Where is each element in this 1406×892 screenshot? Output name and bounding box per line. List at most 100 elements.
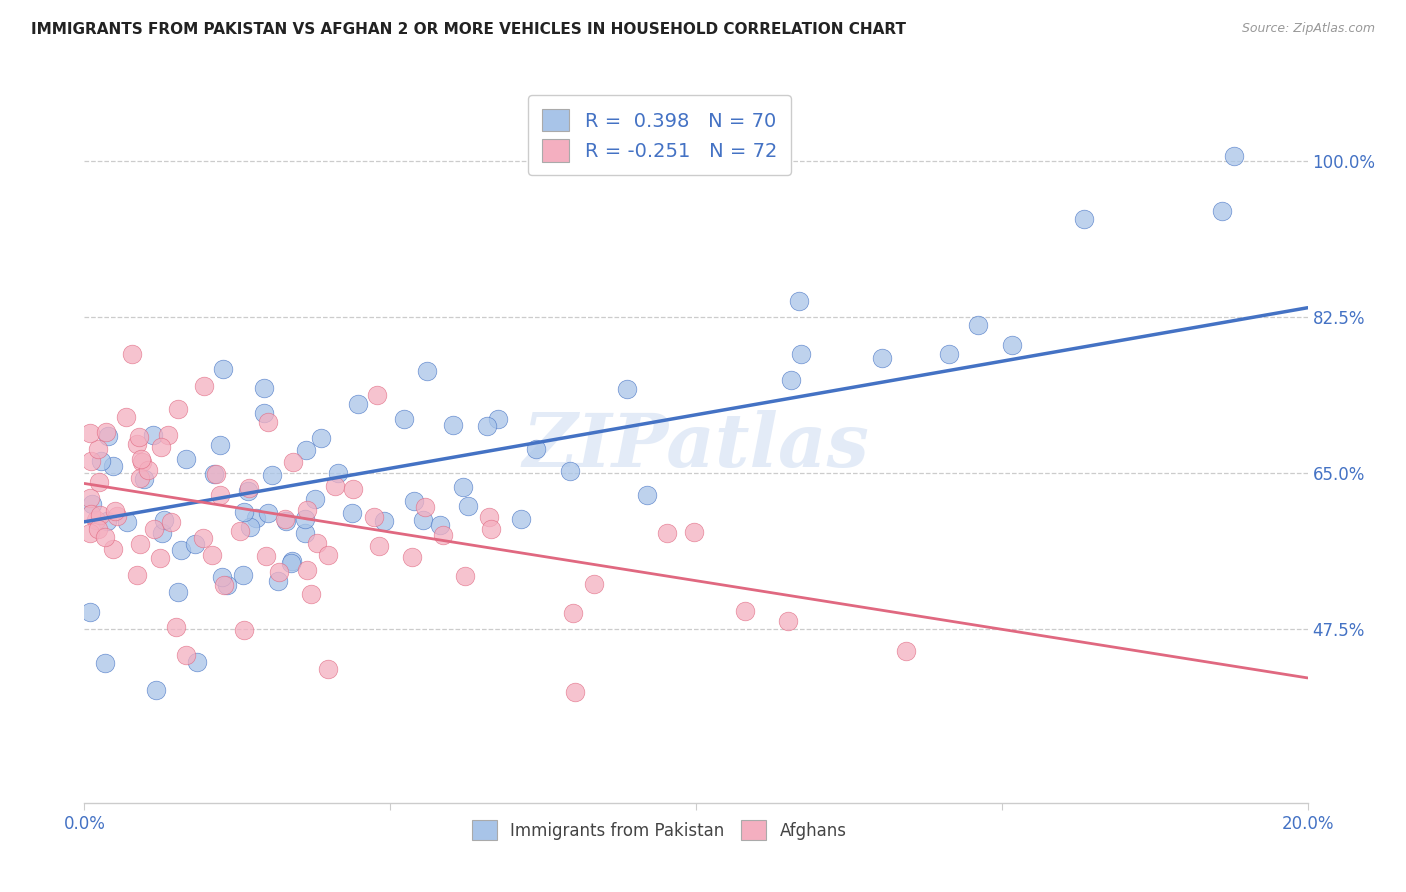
Point: [183, 536, 205, 550]
Point: [193, 378, 215, 392]
Point: [79, 605, 101, 619]
Point: [142, 428, 165, 442]
Point: [326, 467, 349, 481]
Point: [186, 656, 208, 670]
Point: [441, 418, 464, 433]
Point: [211, 569, 233, 583]
Point: [87, 522, 110, 536]
Point: [253, 381, 276, 395]
Point: [149, 550, 172, 565]
Point: [208, 488, 231, 502]
Point: [256, 506, 278, 520]
Point: [340, 506, 363, 520]
Point: [479, 522, 502, 536]
Point: [283, 455, 305, 469]
Point: [734, 604, 756, 618]
Point: [524, 442, 547, 457]
Point: [205, 467, 228, 482]
Point: [311, 431, 333, 445]
Point: [131, 452, 153, 467]
Point: [1211, 203, 1233, 218]
Point: [367, 539, 389, 553]
Point: [304, 491, 326, 506]
Point: [558, 464, 581, 478]
Text: Source: ZipAtlas.com: Source: ZipAtlas.com: [1241, 22, 1375, 36]
Point: [477, 418, 499, 433]
Point: [212, 578, 235, 592]
Point: [96, 425, 118, 440]
Point: [232, 568, 254, 582]
Point: [299, 587, 322, 601]
Point: [262, 468, 284, 483]
Point: [104, 504, 127, 518]
Point: [229, 524, 252, 539]
Point: [166, 402, 188, 417]
Point: [392, 412, 415, 426]
Point: [174, 451, 197, 466]
Point: [84, 513, 107, 527]
Point: [938, 347, 960, 361]
Point: [89, 475, 111, 489]
Point: [93, 657, 115, 671]
Point: [432, 528, 454, 542]
Point: [416, 364, 439, 378]
Point: [789, 293, 811, 308]
Point: [156, 428, 179, 442]
Point: [294, 512, 316, 526]
Point: [131, 455, 153, 469]
Point: [562, 606, 585, 620]
Point: [347, 397, 370, 411]
Point: [297, 503, 319, 517]
Text: IMMIGRANTS FROM PAKISTAN VS AFGHAN 2 OR MORE VEHICLES IN HOUSEHOLD CORRELATION C: IMMIGRANTS FROM PAKISTAN VS AFGHAN 2 OR …: [31, 22, 905, 37]
Point: [103, 542, 125, 557]
Point: [202, 467, 225, 481]
Point: [232, 624, 254, 638]
Point: [454, 569, 477, 583]
Point: [79, 525, 101, 540]
Point: [114, 410, 136, 425]
Point: [90, 454, 112, 468]
Point: [239, 520, 262, 534]
Point: [257, 415, 280, 429]
Point: [297, 563, 319, 577]
Point: [323, 478, 346, 492]
Point: [373, 514, 395, 528]
Point: [121, 347, 143, 361]
Point: [401, 549, 423, 564]
Point: [97, 428, 120, 442]
Point: [280, 556, 302, 570]
Point: [170, 542, 193, 557]
Point: [872, 351, 894, 366]
Point: [105, 509, 128, 524]
Point: [564, 684, 586, 698]
Point: [191, 531, 214, 545]
Point: [657, 526, 679, 541]
Point: [478, 509, 501, 524]
Point: [127, 437, 149, 451]
Point: [342, 482, 364, 496]
Point: [174, 648, 197, 662]
Point: [790, 347, 813, 361]
Point: [429, 518, 451, 533]
Point: [267, 565, 290, 579]
Point: [316, 661, 339, 675]
Point: [238, 482, 260, 496]
Point: [682, 524, 704, 539]
Point: [142, 522, 165, 536]
Point: [127, 568, 149, 582]
Point: [201, 548, 224, 562]
Point: [79, 491, 101, 506]
Point: [86, 442, 108, 456]
Point: [967, 318, 990, 332]
Point: [79, 426, 101, 441]
Point: [294, 525, 316, 540]
Legend: Immigrants from Pakistan, Afghans: Immigrants from Pakistan, Afghans: [464, 812, 855, 848]
Point: [363, 510, 385, 524]
Point: [89, 508, 111, 522]
Point: [96, 514, 118, 528]
Point: [295, 443, 318, 458]
Point: [779, 373, 801, 387]
Point: [305, 536, 328, 550]
Point: [451, 480, 474, 494]
Point: [233, 504, 256, 518]
